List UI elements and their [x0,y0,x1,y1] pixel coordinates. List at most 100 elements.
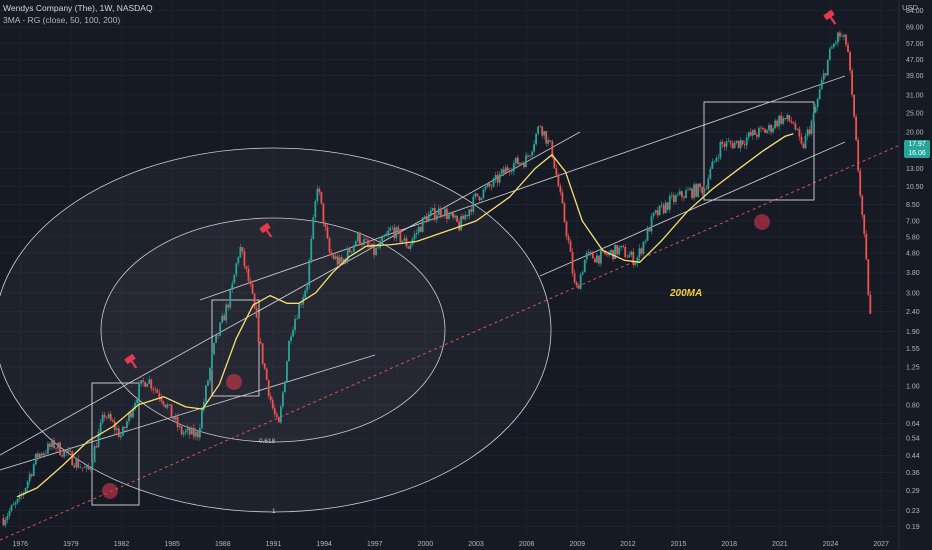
candle-body [261,343,264,364]
candle-body [729,141,732,144]
candle-body [188,428,191,435]
candle-body [529,155,531,157]
candle-body [804,135,807,149]
candle-body [512,163,515,172]
candle-body [63,450,66,457]
candle-body [549,140,552,142]
candle-body [583,259,586,273]
candle-body [454,215,456,218]
candle-body [737,140,740,148]
ma-200-line [16,133,794,498]
symbol-title[interactable]: Wendys Company (The), 1W, NASDAQ [3,3,153,13]
candle-body [263,363,266,369]
candle-body [146,383,149,387]
candle-body [95,446,98,448]
candle-body [494,175,497,179]
candle-body [4,519,7,526]
candle-body [604,250,606,254]
candle-body [361,244,363,245]
gavel-icon [823,10,837,25]
candle-body [381,236,384,242]
y-tick-label: 0.19 [906,524,920,531]
candle-body [865,233,868,260]
candle-body [715,158,718,162]
candle-body [778,115,781,127]
candle-body [725,141,728,147]
candle-body [753,129,756,135]
candle-body [8,511,11,517]
candle-body [500,169,503,174]
candle-body [703,188,706,194]
candle-body [644,240,647,242]
candle-body [508,170,511,172]
candle-body [496,175,499,183]
candle-body [391,227,394,229]
candle-body [326,227,329,239]
y-tick-label: 7.00 [906,218,920,225]
candle-body [346,248,349,262]
candle-body [158,392,161,398]
candle-body [65,450,68,453]
candle-body [156,389,159,393]
candle-body [735,140,738,143]
candle-body [482,189,485,199]
candle-body [642,241,645,254]
candle-body [2,518,5,526]
candle-body [282,392,284,407]
y-tick-label: 0.36 [906,470,920,477]
candle-body [174,416,177,420]
indicator-title[interactable]: 3MA - RG (close, 50, 100, 200) [3,15,121,25]
candle-body [115,428,118,430]
candle-body [196,431,199,438]
candle-body [211,354,213,368]
candle-body [328,238,331,253]
candle-body [818,89,821,99]
highlight-circle [754,214,770,230]
candle-body [764,129,766,133]
candle-body [75,458,78,468]
candle-body [545,131,548,144]
candle-body [358,232,361,245]
candle-body [300,303,303,305]
candle-body [656,210,659,216]
x-tick-label: 2021 [772,541,788,548]
candle-body [859,170,862,196]
candle-body [14,502,17,505]
candle-body [681,191,683,197]
box-1980 [91,382,140,506]
candle-body [267,379,270,397]
candle-body [417,226,420,233]
candle-body [73,465,76,468]
candle-body [585,252,588,260]
candle-body [352,245,355,252]
candle-body [707,178,710,189]
candle-body [130,412,132,418]
candle-body [255,308,258,318]
markers [102,10,837,499]
candle-body [668,196,671,210]
candle-body [251,283,254,294]
candle-body [701,187,704,194]
candle-body [650,216,653,232]
candle-body [766,130,768,133]
candle-body [320,191,323,204]
y-tick-label: 69.00 [906,25,924,32]
candle-body [387,230,390,234]
candle-body [375,248,377,255]
candle-body [393,227,396,239]
candle-body [296,318,298,320]
candle-body [841,36,843,38]
candle-body [847,44,849,52]
candle-body [128,412,130,422]
candle-body [591,252,594,259]
candle-body [219,322,222,336]
candle-body [834,42,837,44]
candle-body [99,422,102,433]
candle-body [101,414,104,423]
candle-body [239,247,242,258]
candle-body [172,417,175,420]
candle-body [184,430,187,433]
channel-top [199,75,846,301]
